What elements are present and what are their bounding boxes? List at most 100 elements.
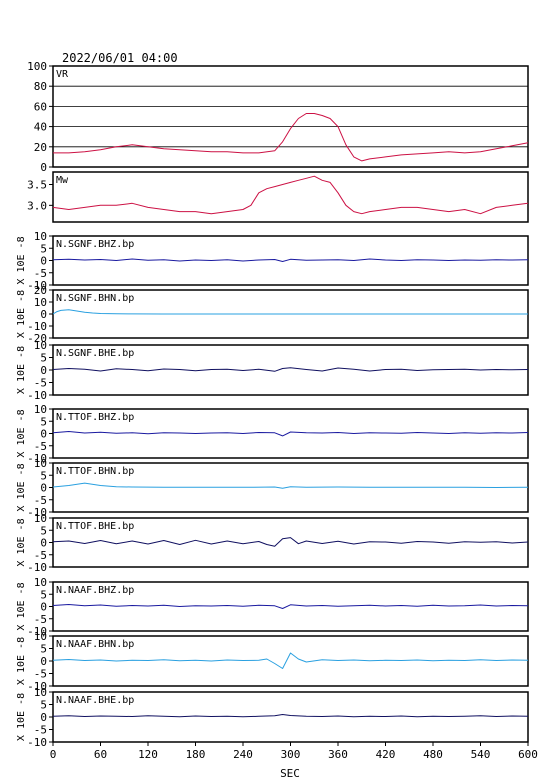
y-tick-label: -10 [27,320,47,333]
panel-label: N.SGNF.BHZ.bp [56,239,134,250]
trace-sgnf_bhz [52,258,529,262]
panel-label: N.TTOF.BHN.bp [56,466,134,477]
y-tick-label: 0 [40,655,47,668]
timestamp-label: 2022/06/01 04:00 [62,51,178,65]
y-tick-label: 60 [34,100,47,113]
panel-mw: 3.0 3.5 Mw [27,171,529,223]
y-tick-label: -5 [34,724,47,737]
panel-label: N.TTOF.BHE.bp [56,521,134,532]
x-axis: 0 60 120 180 240 300 360 420 480 540 600 [50,742,538,761]
y-tick-label: -5 [34,377,47,390]
y-tick-label: 10 [34,686,47,699]
y-axis-title: X 10E -8 [16,409,27,457]
y-tick-label: -10 [27,736,47,749]
y-tick-label: 10 [34,296,47,309]
trace-naaf_bhz [52,604,529,609]
panel-frame [52,171,529,223]
y-tick-label: 0 [40,308,47,321]
y-tick-label: -10 [27,506,47,519]
panel-label: VR [56,69,69,80]
y-tick-label: 0 [40,482,47,495]
y-axis-title: X 10E -8 [16,290,27,338]
y-tick-label: 10 [34,403,47,416]
y-tick-label: 5 [40,643,47,656]
y-tick-label: 100 [27,60,47,73]
y-tick-label: 5 [40,699,47,712]
y-axis-title: X 10E -8 [16,346,27,394]
y-tick-label: -10 [27,452,47,465]
y-tick-label: -5 [34,549,47,562]
y-tick-label: 0 [40,255,47,268]
y-tick-label: -5 [34,613,47,626]
panel-vr: 0 20 40 60 80 100 VR [27,60,529,174]
x-tick-label: 360 [328,748,348,761]
y-tick-label: 5 [40,415,47,428]
x-tick-label: 240 [233,748,253,761]
y-tick-label: 80 [34,80,47,93]
y-tick-label: 0 [40,601,47,614]
y-tick-label: -10 [27,625,47,638]
y-tick-label: 40 [34,121,47,134]
panel-label: N.SGNF.BHN.bp [56,293,134,304]
y-tick-label: 10 [34,630,47,643]
y-tick-label: 5 [40,242,47,255]
y-tick-label: -5 [34,668,47,681]
x-tick-label: 180 [186,748,206,761]
y-tick-label: -10 [27,279,47,292]
y-tick-label: 5 [40,469,47,482]
y-tick-label: 0 [40,161,47,174]
trace-mw [52,175,529,215]
y-tick-label: -20 [27,332,47,345]
trace-naaf_bhn [52,652,529,669]
x-tick-label: 300 [281,748,301,761]
y-tick-label: 0 [40,537,47,550]
panel-label: N.TTOF.BHZ.bp [56,412,134,423]
y-tick-label: 3.5 [27,179,47,192]
y-tick-label: -10 [27,561,47,574]
trace-ttof_bhz [52,431,529,437]
y-tick-label: 3.0 [27,199,47,212]
y-tick-label: 20 [34,284,47,297]
panel-label: N.NAAF.BHN.bp [56,639,134,650]
trace-sgnf_bhn [52,309,528,315]
y-tick-label: 10 [34,512,47,525]
y-axis-title: X 10E -8 [16,463,27,511]
x-tick-label: 0 [50,748,57,761]
y-tick-label: 5 [40,588,47,601]
y-tick-label: 0 [40,428,47,441]
x-axis-title: SEC [280,767,300,780]
x-tick-label: 60 [94,748,107,761]
y-axis-title: X 10E -8 [16,637,27,685]
y-tick-label: 10 [34,576,47,589]
y-tick-label: -5 [34,494,47,507]
y-tick-label: 10 [34,230,47,243]
trace-ttof_bhn [52,482,529,489]
y-tick-label: -5 [34,440,47,453]
y-tick-label: 5 [40,524,47,537]
panel-label: N.NAAF.BHZ.bp [56,585,134,596]
panel-label: N.SGNF.BHE.bp [56,348,134,359]
y-tick-label: -5 [34,267,47,280]
trace-vr [53,113,529,162]
y-tick-label: 20 [34,141,47,154]
panel-label: Mw [56,175,69,186]
x-tick-label: 420 [376,748,396,761]
y-axis-title: X 10E -8 [16,582,27,630]
y-tick-label: 10 [34,457,47,470]
trace-sgnf_bhe [52,367,529,372]
trace-ttof_bhe [52,537,529,547]
y-axis-title: X 10E -8 [16,236,27,284]
y-tick-label: -10 [27,680,47,693]
y-axis-title: X 10E -8 [16,518,27,566]
x-tick-label: 600 [518,748,538,761]
